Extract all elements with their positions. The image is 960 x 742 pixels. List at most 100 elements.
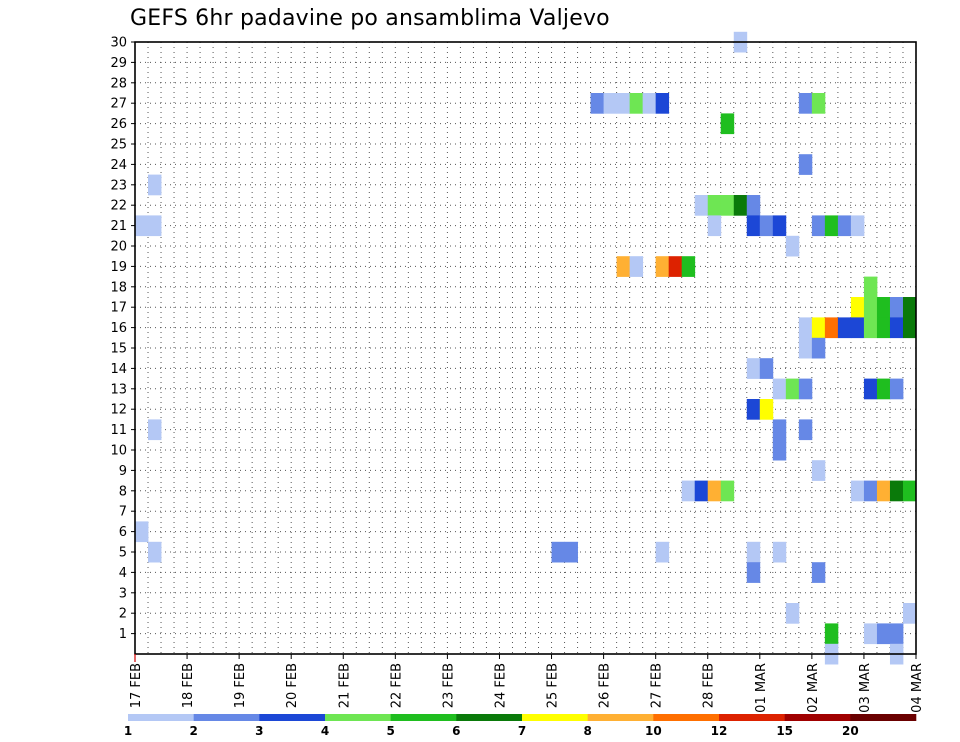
heatmap-cell bbox=[629, 93, 644, 114]
y-tick-label: 2 bbox=[119, 607, 127, 622]
heatmap-cell bbox=[798, 154, 813, 175]
heatmap-cell bbox=[798, 93, 813, 114]
heatmap-cell bbox=[772, 419, 787, 441]
heatmap-cell bbox=[616, 256, 631, 277]
y-tick-label: 19 bbox=[110, 260, 127, 275]
heatmap-cell bbox=[876, 378, 891, 400]
y-tick-label: 25 bbox=[110, 138, 127, 153]
heatmap-cell bbox=[694, 195, 709, 216]
x-tick-label: 24 FEB bbox=[493, 663, 508, 708]
heatmap-cell bbox=[824, 317, 839, 339]
colorbar-label: 8 bbox=[583, 724, 591, 738]
y-tick-label: 27 bbox=[110, 97, 127, 112]
y-tick-label: 14 bbox=[110, 362, 127, 377]
heatmap-cell bbox=[785, 603, 800, 624]
heatmap-cell bbox=[694, 480, 709, 502]
colorbar-label: 15 bbox=[776, 724, 793, 738]
x-tick-label: 22 FEB bbox=[389, 663, 404, 708]
x-tick-label: 03 MAR bbox=[858, 663, 873, 713]
heatmap-cell bbox=[902, 297, 917, 318]
heatmap-cell bbox=[863, 317, 878, 339]
heatmap-cell bbox=[850, 297, 865, 318]
colorbar-swatch bbox=[456, 714, 523, 721]
chart-title: GEFS 6hr padavine po ansamblima Valjevo bbox=[130, 6, 610, 31]
heatmap-cell bbox=[863, 297, 878, 318]
heatmap-cell bbox=[850, 317, 865, 339]
heatmap-cell bbox=[135, 215, 149, 237]
heatmap-cell bbox=[148, 215, 162, 237]
heatmap-cell bbox=[811, 93, 826, 114]
heatmap-cell bbox=[720, 113, 735, 135]
colorbar-label: 4 bbox=[321, 724, 329, 738]
heatmap-cell bbox=[681, 256, 696, 277]
colorbar-swatch bbox=[193, 714, 260, 721]
colorbar-swatch bbox=[719, 714, 785, 721]
heatmap-cell bbox=[590, 93, 604, 114]
colorbar-swatch bbox=[587, 714, 654, 721]
heatmap-cell bbox=[746, 358, 761, 379]
colorbar-label: 5 bbox=[386, 724, 394, 738]
y-tick-label: 15 bbox=[110, 342, 127, 357]
heatmap-cell bbox=[798, 419, 813, 441]
colorbar-swatch bbox=[259, 714, 326, 721]
heatmap-cell bbox=[811, 562, 826, 583]
heatmap-cell bbox=[863, 480, 878, 502]
heatmap-cell bbox=[616, 93, 631, 114]
heatmap-cell bbox=[785, 235, 800, 257]
heatmap-cell bbox=[759, 399, 774, 420]
colorbar-label: 1 bbox=[124, 724, 132, 738]
x-tick-label: 02 MAR bbox=[806, 663, 821, 713]
heatmap-cell bbox=[863, 378, 878, 400]
heatmap-cell bbox=[798, 378, 813, 400]
heatmap-cell bbox=[655, 93, 670, 114]
x-tick-label: 04 MAR bbox=[910, 663, 925, 713]
colorbar-swatch bbox=[325, 714, 391, 721]
y-tick-label: 28 bbox=[110, 76, 127, 91]
heatmap-cell bbox=[629, 256, 644, 277]
x-tick-label: 21 FEB bbox=[337, 663, 352, 708]
heatmap-cell bbox=[876, 297, 891, 318]
x-tick-label: 20 FEB bbox=[285, 663, 300, 708]
heatmap-cell bbox=[811, 215, 826, 237]
heatmap-cell bbox=[889, 378, 904, 400]
heatmap-cell bbox=[876, 317, 891, 339]
heatmap-cell bbox=[876, 480, 891, 502]
heatmap-cell bbox=[811, 460, 826, 481]
colorbar-swatch bbox=[522, 714, 588, 721]
heatmap-cell bbox=[746, 562, 761, 583]
y-tick-label: 16 bbox=[110, 321, 127, 336]
heatmap-cell bbox=[889, 623, 904, 645]
heatmap-cell bbox=[720, 195, 735, 216]
y-tick-label: 6 bbox=[119, 525, 127, 540]
colorbar-label: 7 bbox=[518, 724, 526, 738]
heatmap-cell bbox=[837, 317, 852, 339]
heatmap-cell bbox=[863, 623, 878, 645]
heatmap-cell bbox=[889, 317, 904, 339]
x-tick-label: 28 FEB bbox=[702, 663, 717, 708]
heatmap-cell bbox=[837, 215, 852, 237]
heatmap-cell bbox=[707, 195, 722, 216]
heatmap-cell bbox=[824, 215, 839, 237]
y-tick-label: 23 bbox=[110, 178, 127, 193]
heatmap-cell bbox=[811, 337, 826, 359]
colorbar-label: 2 bbox=[189, 724, 197, 738]
y-tick-label: 7 bbox=[119, 505, 127, 520]
heatmap-cell bbox=[798, 317, 813, 339]
heatmap-cell bbox=[746, 195, 761, 216]
y-tick-label: 17 bbox=[110, 301, 127, 316]
heatmap-cell bbox=[850, 215, 865, 237]
colorbar-swatch bbox=[850, 714, 917, 721]
y-tick-label: 24 bbox=[110, 158, 127, 173]
x-tick-label: 23 FEB bbox=[441, 663, 456, 708]
heatmap-cell bbox=[759, 358, 774, 379]
heatmap-cell bbox=[148, 419, 162, 441]
heatmap-cell bbox=[785, 378, 800, 400]
heatmap-cell bbox=[148, 174, 162, 196]
colorbar-swatch bbox=[784, 714, 851, 721]
y-tick-label: 20 bbox=[110, 240, 127, 255]
heatmap-cell bbox=[642, 93, 657, 114]
heatmap-cell bbox=[148, 541, 162, 563]
y-tick-label: 11 bbox=[110, 423, 127, 438]
y-tick-label: 30 bbox=[110, 36, 127, 51]
x-tick-label: 27 FEB bbox=[650, 663, 665, 708]
